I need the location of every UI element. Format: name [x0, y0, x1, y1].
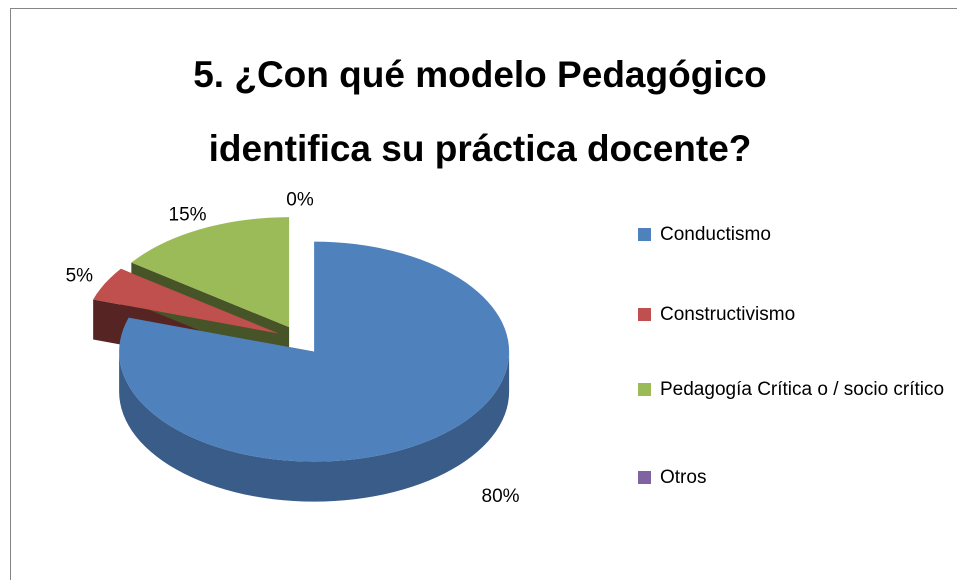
legend-swatch	[638, 308, 651, 321]
legend-item: Otros	[638, 465, 948, 491]
legend-item: Constructivismo	[638, 302, 948, 328]
legend-label: Pedagogía Crítica o / socio crítico	[660, 379, 945, 400]
legend-swatch	[638, 228, 651, 241]
data-label: 0%	[286, 189, 314, 210]
data-label: 15%	[169, 205, 207, 226]
pie-slice	[131, 217, 290, 328]
chart-border	[10, 8, 957, 580]
legend-item: Conductismo	[638, 222, 948, 248]
data-label: 5%	[66, 266, 94, 287]
legend-label: Otros	[660, 467, 707, 488]
legend-label: Conductismo	[660, 224, 771, 245]
pie-slice	[119, 241, 510, 462]
pie-slice	[93, 268, 279, 334]
slice-side	[119, 351, 510, 502]
chart-title: 5. ¿Con qué modelo Pedagógico identifica…	[193, 54, 767, 169]
legend-item: Pedagogía Crítica o / socio crítico	[638, 377, 948, 403]
legend-swatch	[638, 471, 651, 484]
data-label: 80%	[482, 486, 520, 507]
legend-swatch	[638, 383, 651, 396]
legend-label: Constructivismo	[660, 304, 796, 325]
